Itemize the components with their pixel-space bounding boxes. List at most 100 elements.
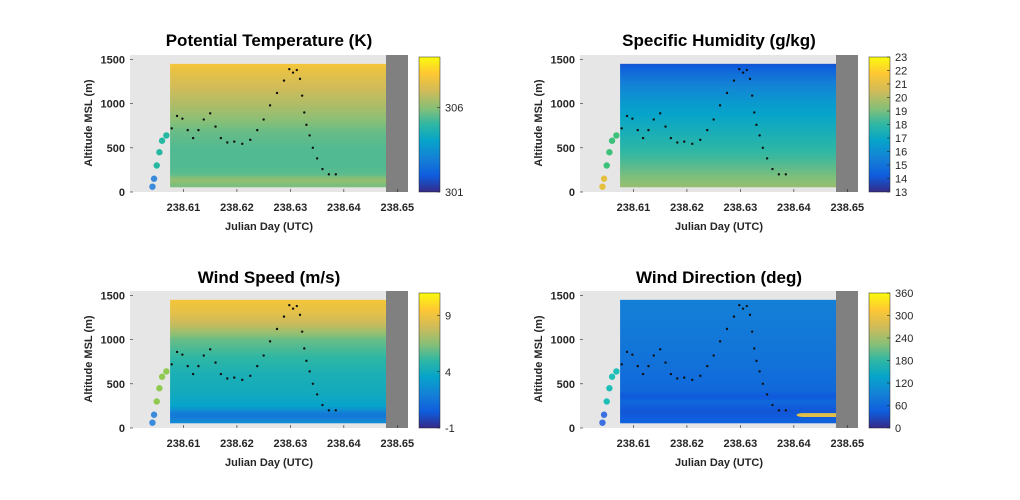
heatmap-band — [170, 63, 392, 67]
colorbar-tick-label: 19 — [895, 106, 907, 118]
heatmap-band — [170, 158, 392, 162]
heatmap-band — [620, 66, 842, 70]
y-tick-label: 1500 — [101, 290, 125, 302]
heatmap-band — [170, 394, 392, 398]
track-point — [777, 173, 781, 176]
heatmap-band — [620, 317, 842, 321]
track-point — [755, 123, 758, 127]
track-point — [620, 363, 623, 366]
track-point — [761, 382, 765, 386]
heatmap-band — [170, 335, 392, 339]
heatmap-band — [170, 351, 392, 355]
track-point — [636, 128, 639, 132]
heatmap-band — [170, 330, 392, 334]
heatmap-field — [620, 63, 842, 188]
heatmap-band — [170, 381, 392, 385]
track-point — [158, 137, 166, 144]
heatmap-band — [620, 310, 842, 314]
track-point — [765, 157, 769, 160]
track-point — [784, 173, 788, 176]
track-point — [156, 385, 163, 392]
track-point — [214, 125, 217, 128]
heatmap-band — [620, 335, 842, 339]
chart-title: Potential Temperature (K) — [166, 31, 373, 50]
heatmap-band — [620, 389, 842, 393]
x-tick-label: 238.65 — [830, 202, 864, 214]
colorbar-ticks: 301 306 — [437, 103, 463, 199]
track-point — [725, 91, 729, 95]
y-axis-label: Altitude MSL (m) — [83, 315, 95, 403]
track-point — [249, 374, 252, 378]
heatmap-band — [620, 394, 842, 398]
heatmap-band — [170, 74, 392, 78]
heatmap-band — [620, 407, 842, 411]
colorbar-tick-label: 4 — [445, 367, 451, 379]
track-point — [658, 112, 662, 115]
heatmap-band — [620, 304, 842, 309]
x-tick-label: 238.61 — [617, 438, 651, 450]
x-tick-label: 238.61 — [167, 202, 201, 214]
heatmap-band — [620, 145, 842, 149]
heatmap-band — [620, 327, 842, 332]
heatmap-band — [170, 104, 392, 108]
track-point — [334, 409, 338, 412]
track-point — [282, 79, 286, 82]
track-point — [745, 304, 748, 308]
track-point — [170, 363, 173, 366]
track-point — [305, 123, 308, 127]
heatmap-band — [620, 132, 842, 137]
track-point — [156, 149, 163, 156]
heatmap-field — [170, 63, 392, 188]
heatmap-band — [620, 176, 842, 180]
colorbar-tick-label: 23 — [895, 52, 907, 64]
heatmap-band — [170, 89, 392, 93]
y-tick-label: 500 — [107, 379, 125, 391]
track-point — [718, 340, 722, 343]
track-point — [636, 364, 639, 368]
heatmap-band — [620, 358, 842, 362]
heatmap-band — [170, 173, 392, 178]
track-point — [163, 368, 170, 375]
heatmap-band — [170, 363, 392, 367]
flight-track — [149, 67, 338, 190]
track-point — [315, 393, 319, 396]
nodata-region — [386, 291, 408, 428]
heatmap-band — [170, 412, 392, 416]
track-point — [753, 347, 756, 350]
y-tick-label: 1000 — [551, 99, 575, 111]
y-axis: 0 500 1000 1500 — [101, 54, 133, 199]
heatmap-band — [620, 153, 842, 157]
heatmap-band — [170, 407, 392, 411]
track-point — [652, 118, 655, 121]
chart-title: Specific Humidity (g/kg) — [622, 31, 816, 50]
flight-track — [149, 303, 338, 426]
heatmap-band — [620, 158, 842, 162]
y-tick-label: 500 — [557, 143, 575, 155]
colorbar-ticks: 0 60 120 180 240 300 360 — [887, 288, 913, 435]
heatmap-band — [620, 91, 842, 96]
track-point — [664, 361, 667, 364]
heatmap-band — [620, 397, 842, 401]
track-point — [268, 104, 272, 107]
heatmap-band — [620, 184, 842, 188]
heatmap-band — [620, 117, 842, 121]
heatmap-band — [620, 312, 842, 316]
heatmap-band — [620, 102, 842, 106]
track-point — [315, 157, 319, 160]
y-tick-label: 500 — [557, 379, 575, 391]
track-point — [241, 142, 244, 146]
heatmap-band — [620, 345, 842, 350]
heatmap-band — [620, 343, 842, 347]
track-point — [599, 419, 606, 426]
track-point — [771, 167, 774, 171]
heatmap-band — [620, 150, 842, 155]
colorbar — [418, 292, 441, 429]
heatmap-band — [620, 415, 842, 419]
heatmap-band — [170, 155, 392, 160]
heatmap-band — [170, 389, 392, 393]
track-point — [741, 307, 745, 310]
heatmap-band — [170, 417, 392, 421]
track-point — [186, 128, 189, 132]
track-point — [732, 315, 736, 318]
